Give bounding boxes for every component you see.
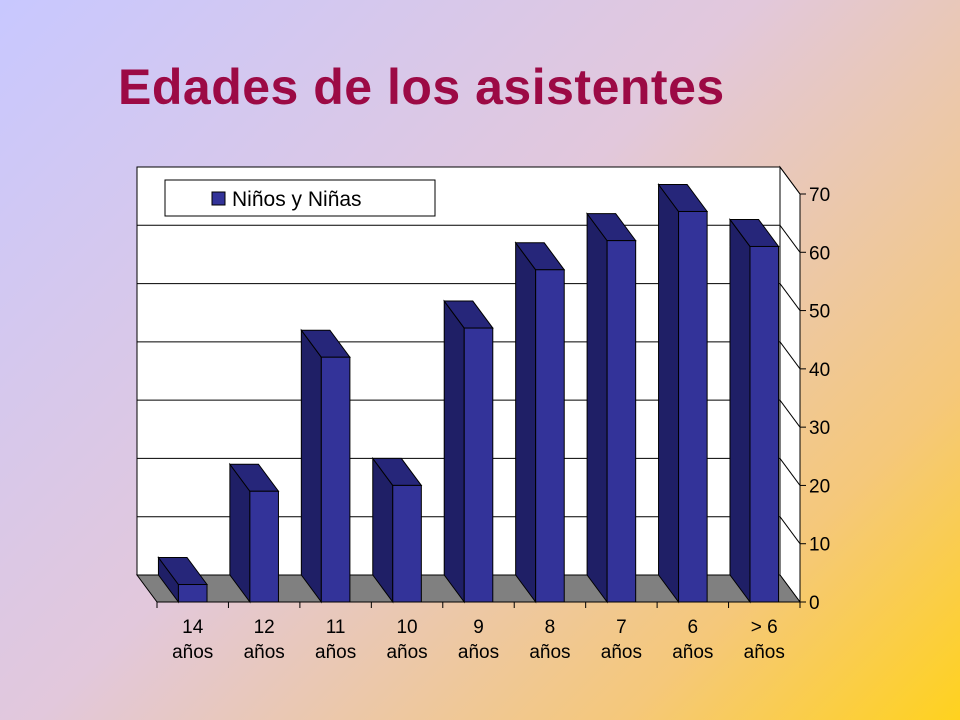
- bar-front: [749, 245, 780, 603]
- x-axis: 14 años 12 años 11 años 10 años 9 años 8 años 7 años 6…: [156, 601, 801, 663]
- x-tick-label: 10: [396, 617, 417, 638]
- x-tick-label: años: [529, 642, 570, 663]
- bar-front: [177, 584, 208, 603]
- bar-front: [678, 210, 708, 603]
- x-tick-label: 14: [182, 617, 204, 638]
- x-tick-label: > 6: [751, 617, 778, 638]
- gridline-side: [779, 458, 801, 486]
- bar-front: [320, 356, 351, 603]
- x-tick-label: años: [172, 642, 213, 663]
- bar-side: [300, 328, 322, 604]
- bar-front: [249, 490, 279, 603]
- bar-side: [586, 212, 608, 604]
- gridline-side: [779, 516, 801, 545]
- bar-front: [535, 269, 565, 603]
- bar-front: [463, 327, 494, 603]
- x-tick-label: años: [601, 642, 642, 663]
- y-tick-label: 40: [809, 360, 830, 381]
- gridline-side: [779, 341, 801, 370]
- x-tick-label: 7: [616, 617, 627, 638]
- y-axis: 0 10 20 30 40 50 60 70: [799, 185, 830, 614]
- x-tick-label: años: [744, 642, 785, 663]
- x-tick-label: 8: [545, 617, 556, 638]
- x-tick-label: años: [315, 642, 356, 663]
- chart-title: Edades de los asistentes: [118, 59, 725, 115]
- x-tick-label: 6: [688, 617, 699, 638]
- gridline-side: [779, 166, 801, 195]
- bar-side: [729, 217, 751, 604]
- bar-side: [515, 241, 537, 604]
- y-tick-label: 70: [809, 185, 830, 206]
- legend: Niños y Niñas: [164, 179, 436, 217]
- bar-side: [658, 182, 680, 604]
- plot-side-wall: [779, 165, 801, 604]
- bar: [157, 555, 209, 604]
- x-tick-label: 12: [254, 617, 275, 638]
- y-tick-label: 50: [809, 302, 830, 323]
- bar: [228, 462, 280, 604]
- bar: [443, 299, 494, 604]
- legend-box: [164, 179, 436, 217]
- bar: [657, 182, 709, 604]
- x-tick-label: años: [386, 642, 427, 663]
- x-tick-label: años: [672, 642, 713, 663]
- y-tick-label: 30: [809, 418, 830, 439]
- bar-front: [392, 484, 422, 603]
- bar: [514, 241, 566, 604]
- legend-swatch: [211, 191, 226, 206]
- gridline-side: [779, 399, 801, 428]
- x-tick-label: años: [244, 642, 285, 663]
- x-tick-label: años: [458, 642, 499, 663]
- bar: [728, 217, 780, 604]
- y-tick-label: 60: [809, 243, 830, 264]
- bar: [371, 456, 423, 604]
- x-tick-label: 11: [326, 617, 346, 638]
- y-tick-label: 10: [809, 535, 830, 556]
- bar-side: [443, 299, 465, 604]
- legend-label: Niños y Niñas: [232, 188, 362, 211]
- gridline-side: [779, 283, 801, 311]
- bar-front: [606, 240, 637, 603]
- gridline-side: [779, 224, 801, 253]
- x-tick-label: 9: [473, 617, 484, 638]
- y-tick-label: 0: [809, 593, 820, 614]
- y-tick-label: 20: [809, 476, 830, 497]
- bar: [300, 328, 351, 604]
- bars-group: [157, 182, 780, 604]
- bar: [586, 212, 637, 604]
